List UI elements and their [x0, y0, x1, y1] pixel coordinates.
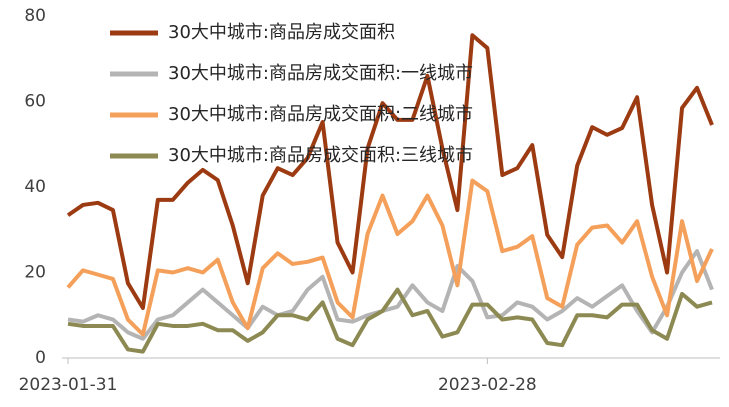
legend-label: 30大中城市:商品房成交面积:二线城市 [168, 104, 473, 125]
y-tick-label: 80 [24, 6, 46, 26]
x-tick-label: 2023-02-28 [438, 375, 537, 395]
x-tick-label: 2023-01-31 [19, 375, 118, 395]
y-tick-label: 0 [35, 348, 46, 368]
legend-label: 30大中城市:商品房成交面积:一线城市 [168, 63, 473, 84]
y-tick-label: 20 [24, 263, 46, 283]
legend-label: 30大中城市:商品房成交面积 [168, 22, 395, 43]
y-tick-label: 40 [24, 177, 46, 197]
legend: 30大中城市:商品房成交面积 30大中城市:商品房成交面积:一线城市 30大中城市:… [110, 22, 473, 166]
series-line [67, 249, 714, 341]
series-line [67, 287, 713, 354]
series-line [66, 33, 714, 310]
legend-label: 30大中城市:商品房成交面积:三线城市 [168, 145, 473, 166]
series-line [66, 178, 714, 337]
y-tick-label: 60 [24, 92, 46, 112]
